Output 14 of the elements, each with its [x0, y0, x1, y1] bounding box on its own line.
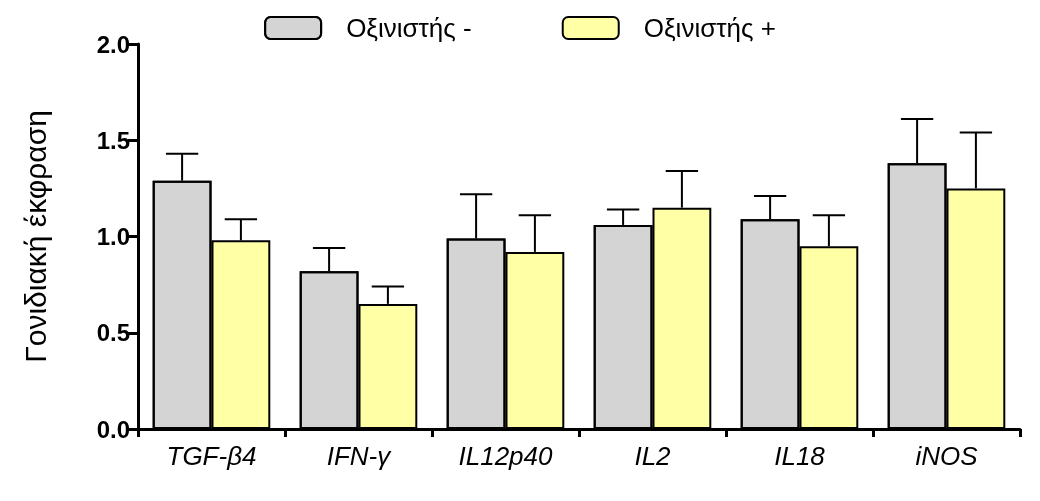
- y-tick-label: 1.0: [96, 223, 130, 250]
- x-tick-label: IFN-γ: [326, 441, 393, 471]
- legend-label: Οξινιστής -: [346, 13, 472, 43]
- y-tick-label: 1.5: [96, 126, 130, 154]
- x-tick-label: TGF-β4: [166, 441, 257, 471]
- legend-label: Οξινιστής +: [643, 13, 776, 43]
- x-tick-label: iNOS: [915, 441, 979, 471]
- y-axis-title: Γονιδιακή έκφραση: [18, 110, 52, 363]
- x-tick-label: IL12p40: [458, 441, 554, 471]
- y-tick-label: 2.0: [96, 30, 130, 58]
- x-tick-label: IL18: [774, 441, 826, 471]
- y-tick-label: 0.0: [96, 415, 130, 443]
- x-tick-label: IL2: [634, 441, 672, 471]
- y-tick-label: 0.5: [96, 319, 130, 347]
